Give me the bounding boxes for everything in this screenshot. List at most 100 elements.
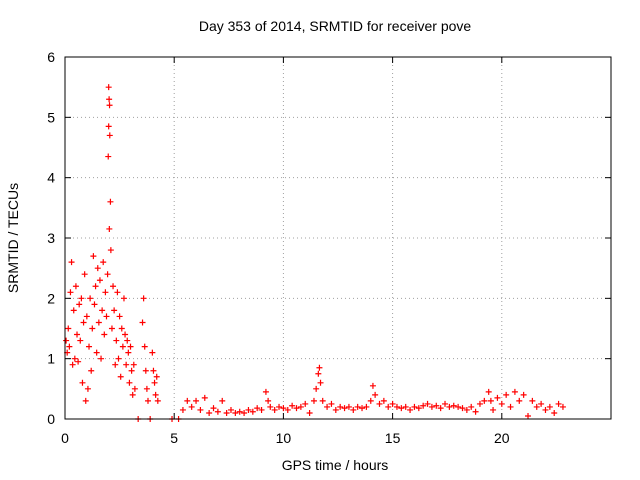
data-point — [119, 343, 126, 350]
data-point — [380, 397, 387, 404]
data-point — [112, 361, 119, 368]
data-point — [437, 405, 444, 412]
data-point — [302, 400, 309, 407]
data-point — [498, 400, 505, 407]
data-point — [372, 391, 379, 398]
data-point — [297, 403, 304, 410]
data-point — [284, 406, 291, 413]
data-point — [367, 397, 374, 404]
data-point — [127, 343, 134, 350]
data-point — [106, 96, 113, 103]
data-point — [265, 397, 272, 404]
data-point — [91, 301, 98, 308]
data-point — [551, 409, 558, 416]
data-point — [72, 283, 79, 290]
data-point — [68, 259, 75, 266]
data-point — [117, 373, 124, 380]
data-point — [254, 405, 261, 412]
data-point — [81, 271, 88, 278]
data-point — [106, 102, 113, 109]
data-point — [214, 408, 221, 415]
data-point — [293, 405, 300, 412]
data-point — [139, 319, 146, 326]
y-tick-label: 5 — [47, 109, 55, 125]
data-point — [433, 402, 440, 409]
data-point — [126, 379, 133, 386]
data-point — [105, 123, 112, 130]
data-point — [143, 385, 150, 392]
data-point — [79, 379, 86, 386]
data-point — [487, 397, 494, 404]
data-point — [131, 385, 138, 392]
chart-title: Day 353 of 2014, SRMTID for receiver pov… — [199, 18, 472, 34]
data-point — [232, 409, 239, 416]
data-point — [124, 337, 131, 344]
data-point — [77, 337, 84, 344]
data-point — [107, 198, 114, 205]
data-point — [105, 84, 112, 91]
data-point — [354, 403, 361, 410]
data-point — [520, 391, 527, 398]
data-point — [306, 409, 313, 416]
data-point — [236, 408, 243, 415]
data-point — [350, 406, 357, 413]
data-point — [113, 337, 120, 344]
data-point — [485, 388, 492, 395]
data-point — [151, 379, 158, 386]
data-point — [245, 406, 252, 413]
x-tick-label: 20 — [494, 430, 510, 446]
data-point — [476, 400, 483, 407]
data-point — [142, 367, 149, 374]
data-point — [363, 403, 370, 410]
data-point — [125, 349, 132, 356]
data-point — [206, 409, 213, 416]
data-point — [223, 409, 230, 416]
data-point — [128, 367, 135, 374]
data-point — [103, 313, 110, 320]
data-point — [99, 307, 106, 314]
data-point — [337, 403, 344, 410]
y-tick-label: 4 — [47, 170, 55, 186]
data-point — [219, 397, 226, 404]
data-points — [63, 84, 566, 422]
data-point — [111, 307, 118, 314]
data-point — [529, 397, 536, 404]
data-point — [459, 405, 466, 412]
data-point — [108, 325, 115, 332]
data-point — [144, 397, 151, 404]
data-point — [104, 271, 111, 278]
data-point — [140, 295, 147, 302]
data-point — [450, 402, 457, 409]
data-point — [179, 406, 186, 413]
y-axis-label: SRMTID / TECUs — [5, 183, 21, 293]
data-point — [324, 403, 331, 410]
y-tick-label: 0 — [47, 411, 55, 427]
data-point — [94, 265, 101, 272]
data-point — [341, 405, 348, 412]
data-point — [262, 388, 269, 395]
data-point — [153, 373, 160, 380]
x-axis-label: GPS time / hours — [282, 457, 389, 473]
data-point — [122, 331, 129, 338]
data-point — [66, 343, 73, 350]
x-tick-label: 5 — [170, 430, 178, 446]
data-point — [533, 403, 540, 410]
data-point — [407, 406, 414, 413]
data-point — [130, 361, 137, 368]
data-point — [141, 343, 148, 350]
data-point — [313, 385, 320, 392]
data-point — [80, 319, 87, 326]
data-point — [472, 408, 479, 415]
x-tick-label: 15 — [385, 430, 401, 446]
data-point — [276, 403, 283, 410]
data-point — [96, 277, 103, 284]
data-point — [95, 319, 102, 326]
data-point — [188, 403, 195, 410]
data-point — [494, 394, 501, 401]
data-point — [393, 403, 400, 410]
data-point — [258, 406, 265, 413]
data-point — [538, 400, 545, 407]
data-point — [92, 283, 99, 290]
data-point — [105, 153, 112, 160]
